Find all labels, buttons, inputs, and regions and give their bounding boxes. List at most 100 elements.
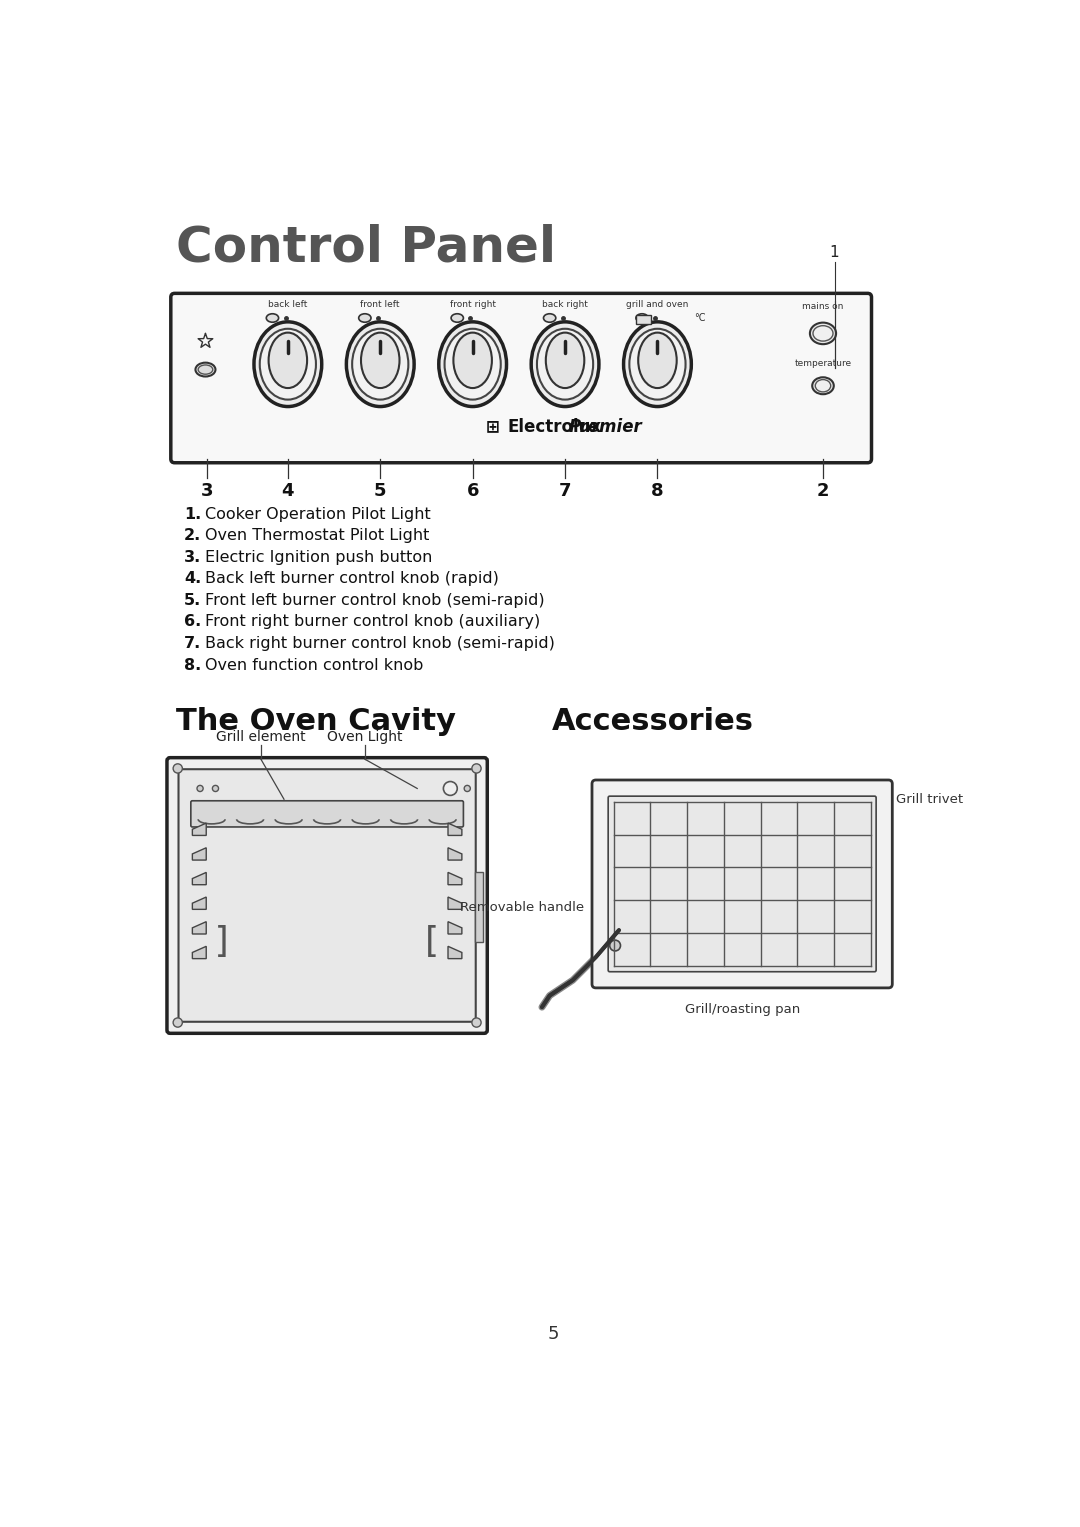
Text: Back left burner control knob (rapid): Back left burner control knob (rapid) bbox=[205, 571, 499, 586]
Text: Front right burner control knob (auxiliary): Front right burner control knob (auxilia… bbox=[205, 614, 541, 629]
Text: grill and oven: grill and oven bbox=[626, 299, 689, 308]
Text: Cooker Operation Pilot Light: Cooker Operation Pilot Light bbox=[205, 507, 431, 522]
Polygon shape bbox=[192, 922, 206, 935]
Polygon shape bbox=[448, 896, 462, 910]
Text: 6.: 6. bbox=[184, 614, 201, 629]
Ellipse shape bbox=[445, 328, 501, 400]
Ellipse shape bbox=[254, 322, 322, 406]
Polygon shape bbox=[192, 896, 206, 910]
FancyBboxPatch shape bbox=[178, 770, 475, 1022]
Text: temperature: temperature bbox=[795, 359, 851, 368]
FancyBboxPatch shape bbox=[167, 757, 487, 1034]
Ellipse shape bbox=[630, 328, 686, 400]
Text: Accessories: Accessories bbox=[552, 707, 754, 736]
Circle shape bbox=[472, 1019, 481, 1028]
Text: Front left burner control knob (semi-rapid): Front left burner control knob (semi-rap… bbox=[205, 592, 545, 608]
Polygon shape bbox=[192, 823, 206, 835]
Text: Grill trivet: Grill trivet bbox=[896, 793, 963, 806]
Polygon shape bbox=[448, 823, 462, 835]
Text: 1: 1 bbox=[829, 246, 839, 260]
Ellipse shape bbox=[531, 322, 599, 406]
Ellipse shape bbox=[260, 328, 316, 400]
Ellipse shape bbox=[267, 313, 279, 322]
Polygon shape bbox=[192, 872, 206, 884]
Circle shape bbox=[444, 782, 457, 796]
Text: mains on: mains on bbox=[802, 302, 843, 312]
Polygon shape bbox=[192, 947, 206, 959]
Text: front right: front right bbox=[449, 299, 496, 308]
Text: front left: front left bbox=[361, 299, 400, 308]
Text: Oven function control knob: Oven function control knob bbox=[205, 658, 423, 672]
Text: 7.: 7. bbox=[184, 637, 201, 651]
Circle shape bbox=[213, 785, 218, 791]
Polygon shape bbox=[448, 872, 462, 884]
Ellipse shape bbox=[545, 333, 584, 388]
Text: 6: 6 bbox=[467, 483, 478, 499]
Text: 4.: 4. bbox=[184, 571, 201, 586]
Text: Back right burner control knob (semi-rapid): Back right burner control knob (semi-rap… bbox=[205, 637, 555, 651]
Ellipse shape bbox=[636, 313, 648, 322]
Ellipse shape bbox=[810, 322, 836, 344]
Ellipse shape bbox=[361, 333, 400, 388]
Ellipse shape bbox=[347, 322, 414, 406]
Circle shape bbox=[472, 764, 481, 773]
Text: back left: back left bbox=[268, 299, 308, 308]
Text: Oven Light: Oven Light bbox=[327, 730, 403, 744]
Circle shape bbox=[173, 1019, 183, 1028]
Bar bbox=[475, 872, 483, 942]
Ellipse shape bbox=[813, 325, 833, 341]
FancyBboxPatch shape bbox=[608, 796, 876, 971]
Ellipse shape bbox=[543, 313, 556, 322]
Text: 8: 8 bbox=[651, 483, 664, 499]
Ellipse shape bbox=[537, 328, 593, 400]
Text: Oven Thermostat Pilot Light: Oven Thermostat Pilot Light bbox=[205, 528, 430, 544]
Text: Premier: Premier bbox=[569, 417, 643, 435]
Ellipse shape bbox=[438, 322, 507, 406]
Text: 5: 5 bbox=[374, 483, 387, 499]
Circle shape bbox=[197, 785, 203, 791]
Ellipse shape bbox=[638, 333, 677, 388]
Text: 5: 5 bbox=[548, 1325, 559, 1344]
Text: 2.: 2. bbox=[184, 528, 201, 544]
Text: 3: 3 bbox=[201, 483, 213, 499]
FancyBboxPatch shape bbox=[171, 293, 872, 463]
Text: 1.: 1. bbox=[184, 507, 201, 522]
Circle shape bbox=[173, 764, 183, 773]
Text: Control Panel: Control Panel bbox=[176, 223, 556, 272]
Ellipse shape bbox=[195, 362, 216, 377]
Ellipse shape bbox=[359, 313, 372, 322]
Text: Electric Ignition push button: Electric Ignition push button bbox=[205, 550, 433, 565]
Text: °C: °C bbox=[694, 313, 706, 324]
Ellipse shape bbox=[454, 333, 491, 388]
Ellipse shape bbox=[623, 322, 691, 406]
Text: 3.: 3. bbox=[184, 550, 201, 565]
Text: 8.: 8. bbox=[184, 658, 201, 672]
Ellipse shape bbox=[269, 333, 307, 388]
Text: 5.: 5. bbox=[184, 592, 201, 608]
Text: 7: 7 bbox=[558, 483, 571, 499]
Text: back right: back right bbox=[542, 299, 588, 308]
Text: Removable handle: Removable handle bbox=[460, 901, 584, 913]
Circle shape bbox=[610, 941, 621, 951]
Ellipse shape bbox=[198, 365, 213, 374]
Text: ⊞: ⊞ bbox=[486, 417, 500, 435]
Text: 2: 2 bbox=[816, 483, 829, 499]
Polygon shape bbox=[448, 922, 462, 935]
Text: The Oven Cavity: The Oven Cavity bbox=[176, 707, 456, 736]
Text: Grill element: Grill element bbox=[216, 730, 306, 744]
Text: [: [ bbox=[420, 925, 442, 959]
Ellipse shape bbox=[451, 313, 463, 322]
Ellipse shape bbox=[815, 380, 831, 392]
Text: Grill/roasting pan: Grill/roasting pan bbox=[685, 1003, 800, 1017]
FancyBboxPatch shape bbox=[191, 800, 463, 828]
FancyBboxPatch shape bbox=[592, 780, 892, 988]
Ellipse shape bbox=[352, 328, 408, 400]
Ellipse shape bbox=[812, 377, 834, 394]
Text: ]: ] bbox=[213, 925, 234, 959]
Polygon shape bbox=[192, 847, 206, 860]
Polygon shape bbox=[448, 847, 462, 860]
Text: Electrolux: Electrolux bbox=[508, 417, 602, 435]
Polygon shape bbox=[448, 947, 462, 959]
Bar bbox=[636, 315, 651, 324]
Circle shape bbox=[464, 785, 471, 791]
